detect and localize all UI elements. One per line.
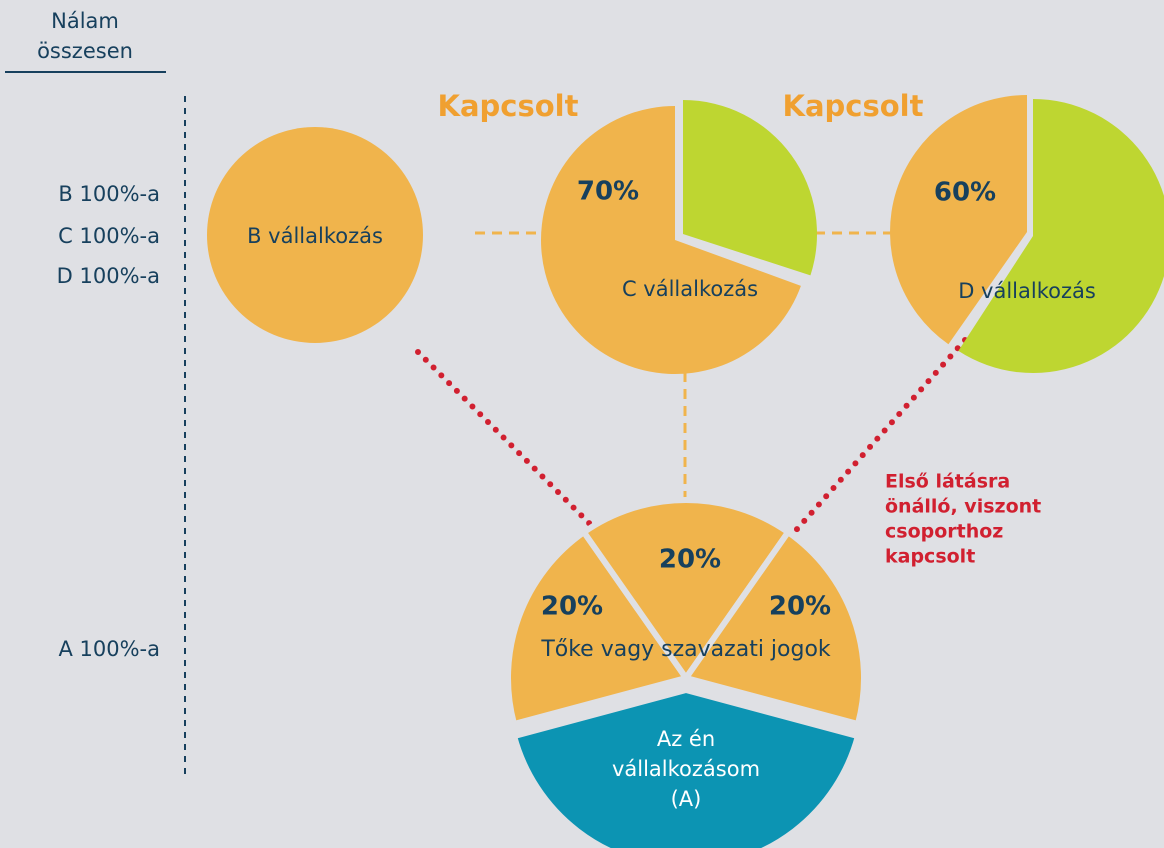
slice bbox=[505, 529, 689, 728]
slices bbox=[505, 95, 1164, 848]
note-line: kapcsolt bbox=[885, 546, 975, 568]
node-caption: Tőke vagy szavazati jogok bbox=[540, 637, 831, 662]
node-label: Az én bbox=[657, 727, 715, 751]
node-label: D vállalkozás bbox=[958, 279, 1096, 303]
slice bbox=[541, 106, 801, 374]
level-label: A 100%-a bbox=[58, 637, 160, 661]
node-share: 20% bbox=[541, 592, 603, 622]
level-label: D 100%-a bbox=[57, 264, 160, 288]
slice bbox=[511, 687, 861, 848]
node-share: 60% bbox=[934, 178, 996, 208]
note-line: önálló, viszont bbox=[885, 496, 1041, 518]
level-label: C 100%-a bbox=[58, 224, 160, 248]
indirect-link bbox=[787, 337, 968, 540]
slice bbox=[890, 95, 1027, 345]
node-share: 20% bbox=[659, 545, 721, 575]
slice bbox=[580, 497, 792, 681]
node-label: B vállalkozás bbox=[247, 224, 383, 248]
note-line: Első látásra bbox=[885, 471, 1010, 493]
slice bbox=[683, 529, 867, 728]
indirect-links bbox=[415, 337, 968, 540]
note-line: csoporthoz bbox=[885, 521, 1003, 543]
node-label: (A) bbox=[671, 787, 702, 811]
node-share: 20% bbox=[769, 592, 831, 622]
node-share: 70% bbox=[577, 177, 639, 207]
node-b bbox=[207, 127, 423, 343]
header-line: összesen bbox=[37, 39, 133, 63]
header-line: Nálam bbox=[51, 9, 119, 33]
node-label: C vállalkozás bbox=[622, 277, 758, 301]
links bbox=[475, 231, 890, 505]
node-label: vállalkozásom bbox=[612, 757, 760, 781]
slice bbox=[958, 99, 1164, 373]
indirect-link bbox=[415, 349, 601, 535]
level-label: B 100%-a bbox=[58, 182, 160, 206]
slice bbox=[683, 100, 817, 276]
node-tag: Kapcsolt bbox=[783, 89, 924, 123]
node-tag: Kapcsolt bbox=[438, 89, 579, 123]
